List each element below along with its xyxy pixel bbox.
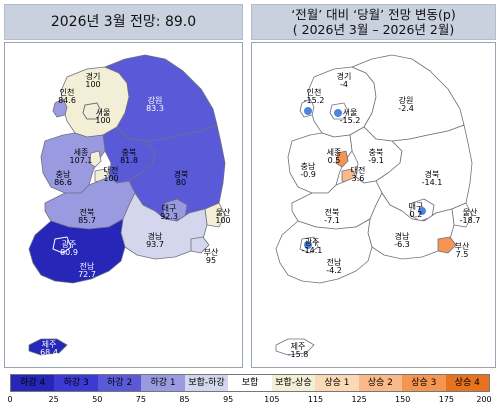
label-gyeongbuk-change: 경북 -14.1 (421, 170, 443, 187)
tick-10: 175 (438, 395, 455, 404)
label-jeju: 제주 68.4 (40, 340, 58, 357)
region-chungnam-change[interactable] (287, 132, 353, 194)
region-sejong[interactable] (88, 150, 102, 168)
label-gyeonggi: 경기 100 (85, 72, 101, 89)
label-jeonnam: 전남 72.7 (78, 262, 96, 279)
outlook-map-panel: 인천 84.6 경기 100 서울 100 강원 83.3 세종 107.1 충북 81.8… (4, 42, 243, 368)
label-jeonnam-change: 전남 -4.2 (326, 258, 342, 275)
tick-7: 115 (307, 395, 324, 404)
region-jeonnam-change[interactable] (275, 218, 373, 284)
color-legend: 하강 4 하강 3 하강 2 하강 1 보합-하강 보합 보합-상승 상승 1 … (10, 374, 490, 392)
label-busan: 부산 95 (203, 248, 219, 265)
tick-6: 105 (264, 395, 280, 404)
region-busan[interactable] (190, 236, 210, 254)
legend-up1: 상승 1 (315, 375, 359, 391)
legend-bohap: 보합 (228, 375, 272, 391)
label-ulsan: 울산 100 (215, 208, 231, 225)
label-jeonbuk-change: 전북 -7.1 (324, 208, 340, 225)
label-chungnam: 충남 86.6 (54, 170, 72, 187)
right-title-line1: ‘전월’ 대비 ‘당월’ 전망 변동(p) (291, 7, 456, 22)
marker-daegu (418, 207, 426, 215)
region-seoul[interactable] (82, 102, 102, 120)
region-jeju-change[interactable] (275, 338, 315, 356)
label-gyeongnam: 경남 93.7 (146, 232, 164, 249)
label-jeonbuk: 전북 85.7 (78, 208, 96, 225)
tick-8: 125 (351, 395, 367, 404)
label-chungbuk-change: 충북 -9.1 (368, 148, 384, 165)
region-jeju[interactable] (28, 338, 68, 356)
tick-9: 150 (395, 395, 411, 404)
legend-ticks: 0 25 50 75 85 95 105 115 125 150 175 200 (7, 395, 492, 407)
legend-bohap-sangseung: 보합-상승 (271, 375, 316, 391)
label-incheon: 인천 84.6 (58, 88, 76, 105)
tick-11: 200 (476, 395, 492, 404)
right-title-line2: ( 2026년 3월 – 2026년 2월) (292, 22, 455, 37)
tick-5: 95 (223, 395, 234, 404)
label-gwangju-change: 광주 -14.1 (301, 238, 323, 255)
label-daegu: 대구 92.3 (160, 204, 178, 221)
label-jeju-change: 제주 -15.8 (287, 342, 309, 359)
change-map-panel: 인천 -15.2 경기 -4 서울 -15.2 강원 -2.4 세종 0.5 충북 -9.1… (251, 42, 496, 368)
left-panel-title: 2026년 3월 전망: 89.0 (4, 4, 243, 40)
label-daejeon: 대전 100 (103, 166, 119, 183)
label-sejong-change: 세종 0.5 (326, 148, 342, 165)
label-gyeongnam-change: 경남 -6.3 (394, 232, 410, 249)
region-incheon[interactable] (52, 98, 68, 118)
legend-up3: 상승 3 (402, 375, 446, 391)
label-gangwon: 강원 83.3 (146, 96, 164, 113)
marker-gwangju (304, 241, 312, 249)
label-chungbuk: 충북 81.8 (120, 148, 138, 165)
tick-2: 50 (92, 395, 103, 404)
label-daejeon-change: 대전 3.6 (350, 166, 366, 183)
tick-4: 85 (179, 395, 190, 404)
label-chungnam-change: 충남 -0.9 (300, 162, 316, 179)
legend-bohap-hagang: 보합-하강 (184, 375, 229, 391)
change-map (275, 54, 473, 356)
legend-ha3: 하강 3 (54, 375, 98, 391)
tick-1: 25 (48, 395, 59, 404)
region-sejong-change[interactable] (335, 150, 349, 168)
label-sejong: 세종 107.1 (69, 148, 93, 165)
tick-0: 0 (7, 395, 13, 404)
label-gwangju: 광주 80.9 (60, 240, 78, 257)
legend-ha1: 하강 1 (141, 375, 185, 391)
region-jeonnam[interactable] (28, 218, 126, 284)
left-title-text: 2026년 3월 전망: 89.0 (50, 13, 197, 30)
label-seoul: 서울 100 (95, 108, 111, 125)
label-gangwon-change: 강원 -2.4 (398, 96, 414, 113)
label-seoul-change: 서울 -15.2 (339, 108, 361, 125)
region-gyeongnam-change[interactable] (367, 192, 455, 260)
region-gwangju[interactable] (52, 236, 72, 254)
label-busan-change: 부산 7.5 (454, 242, 470, 259)
region-gyeongnam[interactable] (120, 192, 208, 260)
region-busan-change[interactable] (437, 236, 457, 254)
legend-up2: 상승 2 (358, 375, 403, 391)
legend-up4: 상승 4 (445, 375, 489, 391)
label-gyeonggi-change: 경기 -4 (336, 72, 352, 89)
legend-ha4: 하강 4 (11, 375, 55, 391)
right-panel-title: ‘전월’ 대비 ‘당월’ 전망 변동(p) ( 2026년 3월 – 2026년… (251, 4, 496, 40)
region-chungnam[interactable] (40, 132, 106, 194)
marker-seoul (334, 109, 342, 117)
label-gyeongbuk: 경북 80 (173, 170, 189, 187)
legend-ha2: 하강 2 (97, 375, 142, 391)
tick-3: 75 (135, 395, 146, 404)
marker-incheon (304, 107, 312, 115)
outlook-map (28, 54, 226, 356)
label-daegu-change: 대구 0.2 (408, 202, 424, 219)
label-ulsan-change: 울산 -18.7 (459, 208, 481, 225)
label-incheon-change: 인천 -15.2 (303, 88, 325, 105)
